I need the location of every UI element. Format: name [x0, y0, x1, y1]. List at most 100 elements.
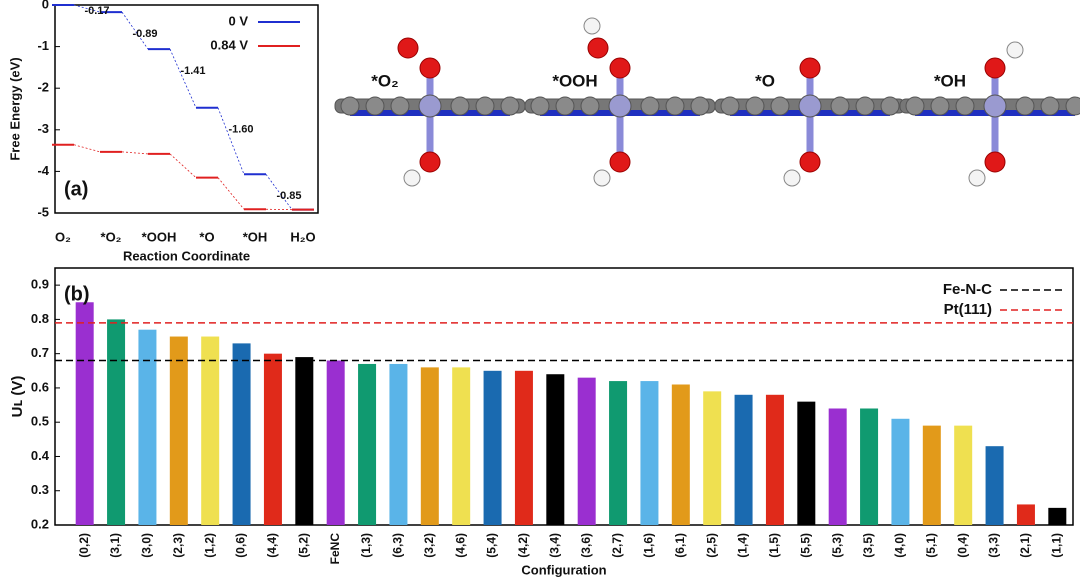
bar — [75, 302, 94, 525]
hydrogen-atom — [783, 169, 801, 187]
metal-atom — [608, 94, 632, 118]
bar — [232, 343, 251, 525]
bar — [985, 446, 1004, 525]
legend-label: 0.84 V — [210, 37, 248, 52]
bar — [169, 336, 188, 525]
bar — [797, 401, 816, 525]
bar — [263, 353, 282, 525]
x-tick-label: (1,1) — [1049, 533, 1063, 558]
x-tick-label: (1,4) — [736, 533, 750, 558]
connector — [265, 174, 293, 210]
connector — [73, 4, 101, 13]
panel-label: (b) — [64, 283, 90, 305]
step-annotation: -0.17 — [84, 5, 109, 17]
bar — [1048, 507, 1067, 525]
y-tick-label: -2 — [37, 80, 49, 95]
oxygen-atom — [397, 37, 419, 59]
legend-label: Fe-N-C — [943, 281, 992, 298]
x-tick-label: (2,7) — [610, 533, 624, 558]
bar — [107, 319, 126, 525]
oxygen-atom — [984, 151, 1006, 173]
structure-label: *O — [755, 71, 775, 90]
bar — [138, 329, 157, 525]
x-tick-label: (4,4) — [265, 533, 279, 558]
x-tick-label: (5,4) — [485, 533, 499, 558]
x-tick-label: (3,3) — [987, 533, 1001, 558]
x-tick-label: (3,4) — [547, 533, 561, 558]
bar — [358, 363, 377, 525]
carbon-atom — [450, 96, 470, 116]
x-tick-label: *O₂ — [101, 229, 122, 244]
x-tick-label: (4,2) — [516, 533, 530, 558]
carbon-atom — [930, 96, 950, 116]
connector — [121, 151, 149, 155]
y-axis-label: Uʟ (V) — [9, 376, 26, 418]
bar — [1016, 504, 1035, 525]
x-tick-label: (2,5) — [704, 533, 718, 558]
connector — [169, 48, 197, 108]
bar — [954, 425, 973, 525]
structure-label: *O₂ — [371, 71, 398, 90]
carbon-atom — [855, 96, 875, 116]
x-axis-label: Configuration — [521, 562, 606, 577]
oxygen-atom — [419, 151, 441, 173]
step-annotation: -0.89 — [132, 28, 157, 40]
x-tick-label: (5,5) — [798, 533, 812, 558]
structure — [524, 17, 716, 187]
panel-label: (a) — [64, 178, 88, 200]
bar — [703, 391, 722, 525]
y-tick-label: -1 — [37, 38, 49, 53]
structure — [899, 41, 1080, 187]
y-tick-label: 0.8 — [31, 311, 49, 326]
step-annotation: -1.41 — [180, 65, 205, 77]
carbon-atom — [880, 96, 900, 116]
connector — [121, 11, 149, 50]
plot-frame — [54, 4, 319, 214]
bar — [420, 367, 439, 525]
carbon-atom — [340, 96, 360, 116]
bar — [891, 418, 910, 525]
y-tick-label: -5 — [37, 204, 49, 219]
bar — [671, 384, 690, 525]
carbon-atom — [1015, 96, 1035, 116]
x-tick-label: (2,3) — [171, 533, 185, 558]
x-tick-label: (2,1) — [1018, 533, 1032, 558]
legend-label: Pt(111) — [944, 301, 992, 318]
x-tick-label: *OH — [243, 229, 268, 244]
x-tick-label: (3,5) — [861, 533, 875, 558]
y-tick-label: 0.9 — [31, 277, 49, 292]
oxygen-atom — [799, 57, 821, 79]
oxygen-atom — [609, 57, 631, 79]
y-tick-label: 0.3 — [31, 482, 49, 497]
bar — [452, 367, 471, 525]
oxygen-atom — [984, 57, 1006, 79]
carbon-atom — [580, 96, 600, 116]
x-tick-label: (1,3) — [359, 533, 373, 558]
step-annotation: -1.60 — [228, 124, 253, 136]
bar — [828, 408, 847, 525]
legend-label: 0 V — [228, 13, 248, 28]
x-tick-label: (0,4) — [955, 533, 969, 558]
carbon-atom — [745, 96, 765, 116]
carbon-atom — [555, 96, 575, 116]
x-tick-label: (1,6) — [642, 533, 656, 558]
bar — [734, 394, 753, 525]
bar — [922, 425, 941, 525]
x-tick-label: (3,2) — [422, 533, 436, 558]
y-tick-label: 0.2 — [31, 516, 49, 531]
bar — [546, 374, 565, 525]
oxygen-atom — [587, 37, 609, 59]
y-tick-label: 0.4 — [31, 448, 50, 463]
x-tick-label: (3,0) — [140, 533, 154, 558]
carbon-atom — [365, 96, 385, 116]
connector — [217, 107, 245, 175]
carbon-atom — [1065, 96, 1080, 116]
bar — [640, 381, 659, 525]
hydrogen-atom — [403, 169, 421, 187]
bar — [326, 360, 345, 525]
y-tick-label: 0.7 — [31, 345, 49, 360]
carbon-atom — [500, 96, 520, 116]
bar — [514, 370, 533, 525]
x-axis-label: Reaction Coordinate — [123, 248, 250, 263]
